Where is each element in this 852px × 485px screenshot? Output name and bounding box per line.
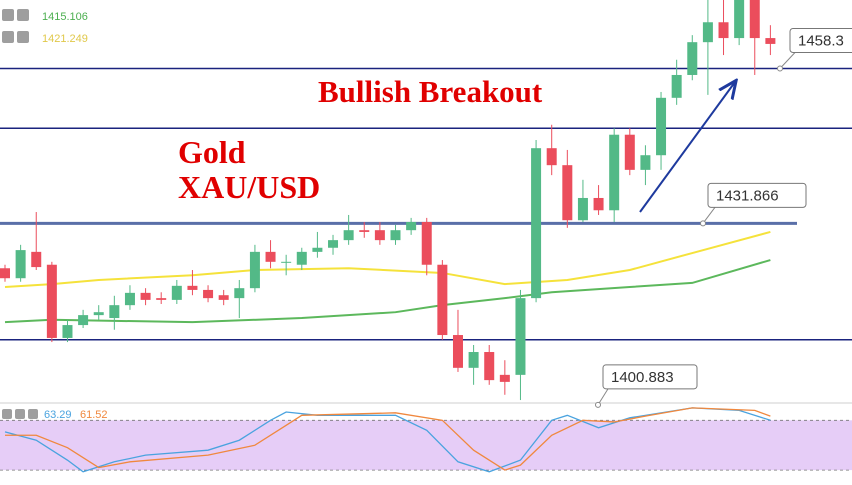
candle-body bbox=[437, 264, 448, 336]
candle-body bbox=[218, 295, 229, 300]
candle-body bbox=[15, 250, 26, 279]
candle-body bbox=[78, 315, 89, 326]
callout-label: 1458.3 bbox=[798, 33, 844, 50]
legend-icon bbox=[2, 31, 14, 43]
candle-body bbox=[0, 268, 10, 279]
candle-body bbox=[234, 288, 245, 299]
candle-body bbox=[562, 165, 573, 221]
candle-body bbox=[156, 298, 167, 300]
candle-body bbox=[109, 305, 120, 319]
candle-body bbox=[421, 221, 432, 265]
callout-label: 1400.883 bbox=[611, 369, 674, 386]
legend-icon bbox=[15, 409, 25, 419]
candle-body bbox=[203, 289, 214, 299]
candle-body bbox=[406, 221, 417, 231]
callout-point bbox=[777, 65, 783, 72]
candle-body bbox=[702, 22, 713, 43]
callout-leader bbox=[779, 52, 796, 69]
legend-value: 61.52 bbox=[80, 409, 108, 421]
candle-body bbox=[515, 298, 526, 375]
callout-label: 1431.866 bbox=[716, 187, 779, 204]
candle-body bbox=[62, 325, 73, 338]
callout-box bbox=[789, 28, 852, 54]
oscillator-line bbox=[5, 407, 771, 471]
candle-body bbox=[265, 251, 276, 262]
candle-body bbox=[187, 285, 198, 290]
candle-body bbox=[609, 134, 620, 211]
annotation: Gold bbox=[178, 134, 246, 170]
callout-point bbox=[700, 220, 706, 227]
candle-body bbox=[718, 22, 729, 39]
price-pane bbox=[0, 0, 852, 401]
candle-body bbox=[531, 148, 542, 299]
legend-icon bbox=[28, 409, 38, 419]
candle-body bbox=[124, 292, 135, 306]
candle-body bbox=[93, 312, 104, 316]
oscillator-pane bbox=[0, 407, 852, 473]
candle-body bbox=[46, 264, 57, 338]
candle-body bbox=[296, 251, 307, 265]
candle-body bbox=[656, 97, 667, 156]
callout-box bbox=[707, 182, 807, 208]
candle-body bbox=[593, 197, 604, 211]
candle-body bbox=[671, 74, 682, 98]
legend-icon bbox=[17, 9, 29, 21]
candle-body bbox=[359, 230, 370, 232]
candle-body bbox=[484, 352, 495, 381]
candle-body bbox=[546, 148, 557, 166]
trend-arrow bbox=[639, 82, 735, 213]
candle-body bbox=[312, 247, 323, 252]
legend-icon bbox=[17, 31, 29, 43]
oscillator-band bbox=[0, 420, 852, 471]
chart-title: Bullish Breakout bbox=[318, 74, 543, 109]
candle-body bbox=[281, 261, 292, 263]
oscillator-line bbox=[4, 407, 771, 473]
candle-body bbox=[452, 335, 463, 368]
legend-value: 1421.249 bbox=[42, 33, 88, 45]
legend-value: 1415.106 bbox=[42, 11, 88, 23]
candle-body bbox=[343, 230, 354, 241]
candle-body bbox=[249, 251, 260, 289]
candle-body bbox=[31, 251, 42, 268]
candle-body bbox=[624, 134, 635, 170]
candle-body bbox=[468, 352, 479, 368]
candle-body bbox=[374, 230, 385, 241]
moving-average bbox=[4, 230, 771, 288]
candle-body bbox=[140, 292, 151, 300]
annotation: XAU/USD bbox=[178, 169, 320, 205]
candle-body bbox=[749, 0, 760, 39]
legend bbox=[2, 9, 38, 419]
candle-body bbox=[390, 230, 401, 241]
callout-leader bbox=[702, 207, 716, 224]
candle-body bbox=[640, 155, 651, 170]
candle-body bbox=[328, 240, 339, 248]
candle-body bbox=[687, 42, 698, 75]
candle-body bbox=[734, 0, 745, 39]
callout-box bbox=[602, 364, 698, 390]
candle-body bbox=[577, 197, 588, 221]
legend-icon bbox=[2, 9, 14, 21]
legend-value: 63.29 bbox=[44, 409, 72, 421]
callout-point bbox=[595, 401, 601, 408]
candle-body bbox=[765, 38, 776, 44]
callout-leader bbox=[597, 388, 609, 406]
candle-body bbox=[171, 285, 182, 300]
legend-icon bbox=[2, 409, 12, 419]
candle-body bbox=[499, 374, 510, 382]
